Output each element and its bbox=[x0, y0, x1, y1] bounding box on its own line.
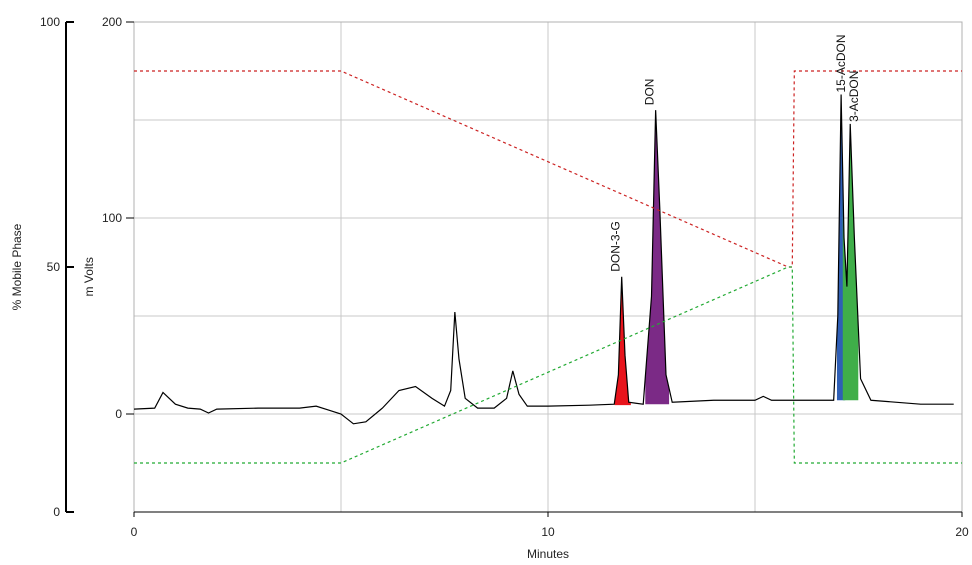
grid bbox=[133, 21, 963, 513]
axes bbox=[65, 21, 963, 517]
peak-label: 15-AcDON bbox=[834, 35, 848, 93]
x-tick-label: 0 bbox=[131, 525, 138, 539]
x-tick-label: 20 bbox=[955, 525, 969, 539]
labels: 0 50 100 0 100 200 0 10 20 Minutes % Mobile Phase m… bbox=[10, 15, 969, 561]
mvolts-axis-title: m Volts bbox=[82, 257, 96, 296]
mvolts-tick-label: 0 bbox=[115, 407, 122, 421]
x-tick-label: 10 bbox=[541, 525, 555, 539]
percent-tick-label: 50 bbox=[47, 260, 61, 274]
mobile-phase-b-line bbox=[134, 266, 962, 464]
peak-fill bbox=[842, 127, 859, 401]
percent-tick-label: 0 bbox=[53, 505, 60, 519]
percent-tick-label: 100 bbox=[40, 15, 60, 29]
percent-axis-title: % Mobile Phase bbox=[10, 223, 24, 310]
peak-fill bbox=[645, 118, 670, 405]
series-layer bbox=[133, 70, 962, 464]
x-axis-title: Minutes bbox=[527, 547, 569, 561]
peak-label: DON bbox=[643, 79, 657, 106]
peak-fills bbox=[614, 94, 859, 406]
peak-label: 3-AcDON bbox=[847, 71, 861, 122]
mvolts-tick-label: 200 bbox=[102, 15, 122, 29]
chromatogram-line bbox=[133, 94, 954, 425]
mvolts-tick-label: 100 bbox=[102, 211, 122, 225]
peak-label: DON-3-G bbox=[609, 221, 623, 272]
